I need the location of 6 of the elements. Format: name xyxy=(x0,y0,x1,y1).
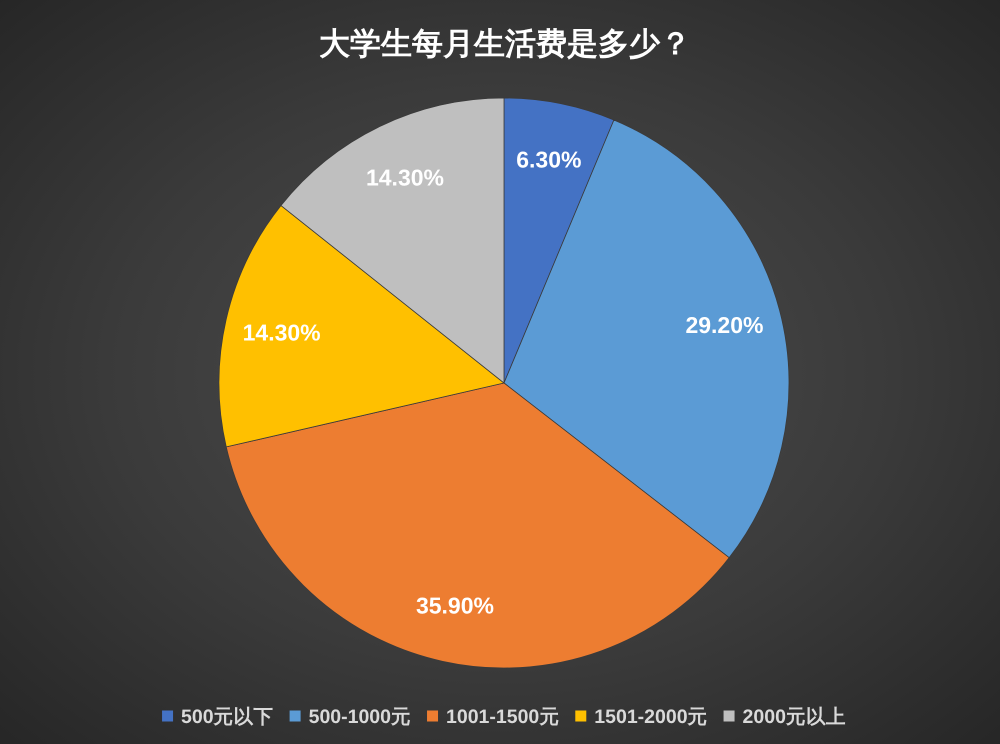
legend-label: 2000元以上 xyxy=(742,706,846,728)
legend-label: 1501-2000元 xyxy=(594,706,708,728)
legend-label: 1001-1500元 xyxy=(446,706,560,728)
title: 大学生每月生活费是多少？ xyxy=(319,26,691,61)
legend-label: 500-1000元 xyxy=(308,706,412,728)
legend-label: 500元以下 xyxy=(181,706,274,728)
